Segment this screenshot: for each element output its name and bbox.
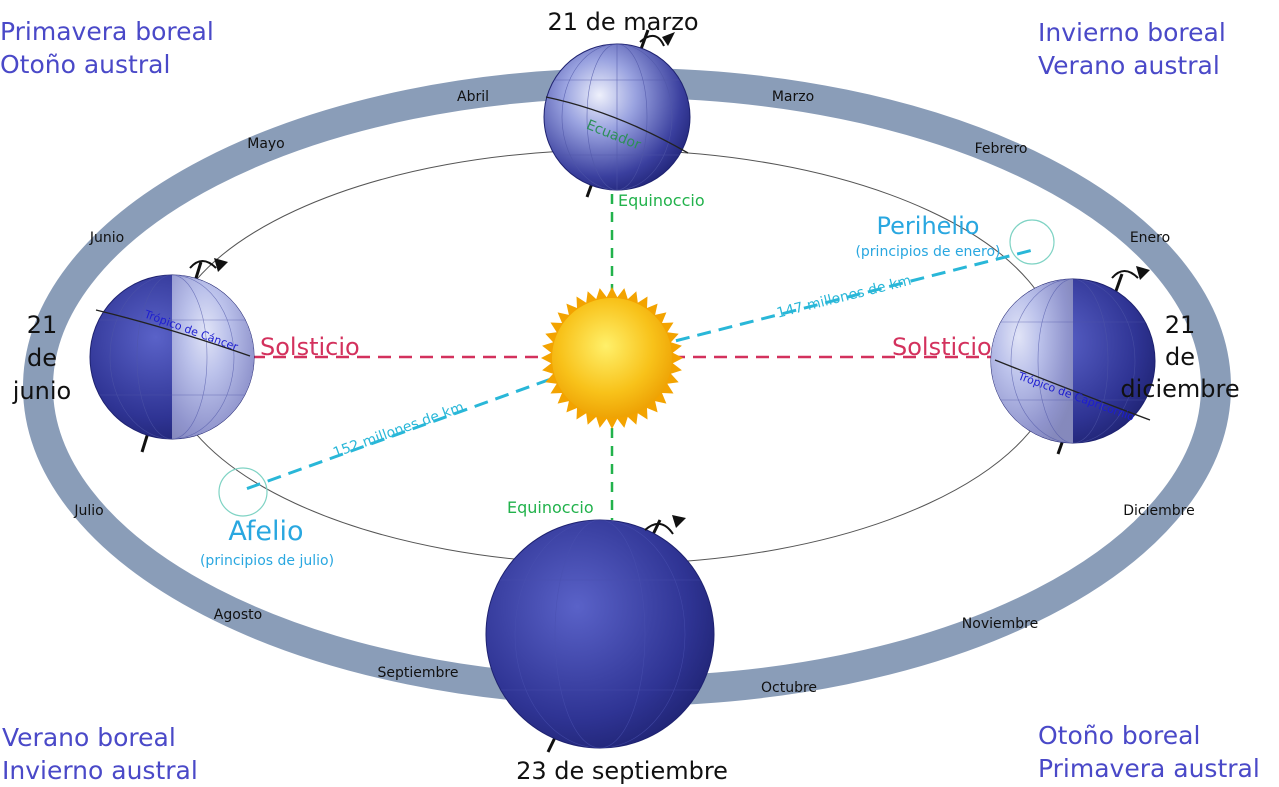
month-label-noviembre: Noviembre bbox=[962, 616, 1038, 632]
season-top-left-line1: Primavera boreal bbox=[0, 17, 214, 46]
earth-march bbox=[543, 29, 691, 198]
aphelion-marker bbox=[218, 467, 268, 517]
aphelion-distance-label: 152 millones de km bbox=[331, 399, 466, 461]
season-top-left-line2: Otoño austral bbox=[0, 50, 171, 79]
month-label-mayo: Mayo bbox=[247, 136, 285, 152]
month-label-enero: Enero bbox=[1130, 230, 1170, 246]
season-bottom-right: Otoño boreal Primavera austral bbox=[1038, 719, 1260, 785]
date-march: 21 de marzo bbox=[547, 8, 698, 36]
season-bottom-right-line2: Primavera austral bbox=[1038, 754, 1260, 783]
month-label-octubre: Octubre bbox=[761, 680, 817, 696]
sun-icon bbox=[541, 287, 683, 429]
season-top-left: Primavera boreal Otoño austral bbox=[0, 15, 214, 81]
date-december-de: de bbox=[1165, 343, 1195, 371]
date-june-day: 21 bbox=[27, 311, 58, 339]
aphelion-label: Afelio bbox=[228, 516, 303, 547]
season-bottom-left-line1: Verano boreal bbox=[2, 723, 176, 752]
month-label-marzo: Marzo bbox=[772, 89, 814, 105]
solstice-label-right: Solsticio bbox=[892, 333, 992, 361]
month-label-abril: Abril bbox=[457, 89, 489, 105]
earth-september bbox=[485, 515, 715, 753]
month-label-julio: Julio bbox=[73, 503, 103, 519]
season-top-right-line1: Invierno boreal bbox=[1038, 18, 1226, 47]
season-bottom-right-line1: Otoño boreal bbox=[1038, 721, 1201, 750]
date-june-month: junio bbox=[12, 377, 71, 405]
earth-june bbox=[89, 258, 255, 453]
season-bottom-left: Verano boreal Invierno austral bbox=[2, 721, 198, 787]
date-december-month: diciembre bbox=[1120, 375, 1239, 403]
month-label-febrero: Febrero bbox=[975, 141, 1028, 157]
perihelion-marker bbox=[1009, 219, 1055, 265]
earth-december bbox=[990, 266, 1156, 455]
perihelion-note: (principios de enero) bbox=[855, 244, 1000, 260]
solstice-label-left: Solsticio bbox=[260, 333, 360, 361]
season-bottom-left-line2: Invierno austral bbox=[2, 756, 198, 785]
date-december-day: 21 bbox=[1165, 311, 1196, 339]
season-top-right: Invierno boreal Verano austral bbox=[1038, 16, 1226, 82]
month-label-septiembre: Septiembre bbox=[378, 665, 459, 681]
perihelion-label: Perihelio bbox=[877, 212, 980, 240]
equinox-label-bottom: Equinoccio bbox=[507, 498, 594, 517]
month-label-agosto: Agosto bbox=[214, 607, 262, 623]
season-top-right-line2: Verano austral bbox=[1038, 51, 1220, 80]
perihelion-distance-line bbox=[611, 248, 1034, 359]
date-september: 23 de septiembre bbox=[516, 757, 728, 785]
equinox-label-top: Equinoccio bbox=[618, 191, 705, 210]
month-label-diciembre: Diciembre bbox=[1123, 503, 1194, 519]
date-june-de: de bbox=[27, 344, 57, 372]
aphelion-note: (principios de julio) bbox=[200, 553, 334, 569]
month-label-junio: Junio bbox=[89, 230, 124, 246]
perihelion-distance-label: 147 millones de km bbox=[775, 273, 913, 322]
